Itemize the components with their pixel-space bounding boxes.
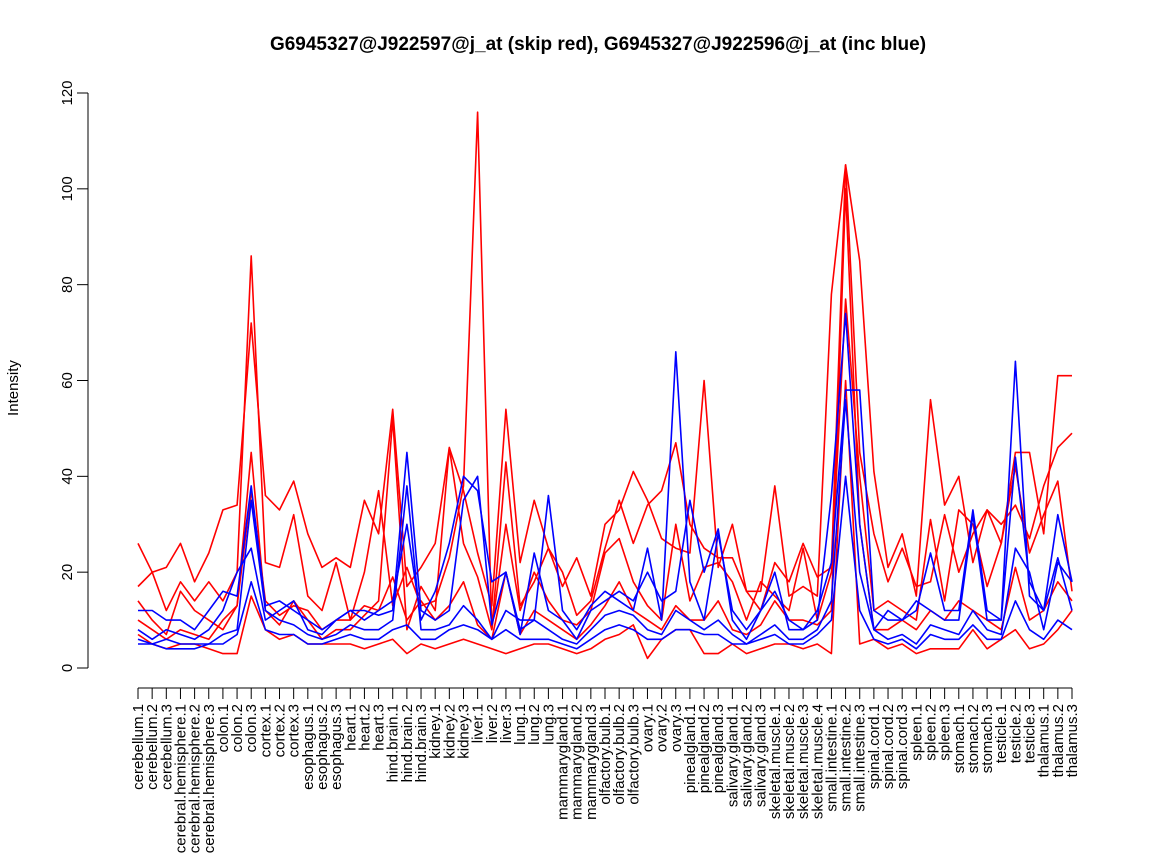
series-line-skip-4 — [137, 188, 1073, 641]
x-tick-label: spleen.2 — [922, 704, 939, 761]
series-line-skip-2 — [137, 111, 1073, 631]
x-tick-label: colon.2 — [229, 704, 246, 752]
x-tick-label: hind.brain.1 — [385, 704, 402, 782]
x-tick-label: lung.3 — [540, 704, 557, 745]
x-tick-label: kidney.3 — [455, 704, 472, 759]
x-tick-label: spinal.cord.1 — [866, 704, 883, 789]
x-tick-label: cerebellum.2 — [144, 704, 161, 790]
series-line-inc-8 — [137, 398, 1073, 645]
x-tick-label: olfactory.bulb.1 — [597, 704, 614, 805]
x-tick-label: skeletal.muscle.3 — [795, 704, 812, 819]
x-tick-label: lung.1 — [512, 704, 529, 745]
x-tick-label: esophagus.2 — [314, 704, 331, 790]
x-tick-label: ovary.3 — [668, 704, 685, 752]
series-line-inc-7 — [137, 389, 1073, 641]
x-tick-label: spleen.3 — [937, 704, 954, 761]
y-tick-label: 100 — [59, 176, 76, 201]
x-tick-label: spinal.cord.2 — [880, 704, 897, 789]
x-tick-label: liver.2 — [484, 704, 501, 743]
y-axis: 0 20 40 60 80 100 120 — [59, 80, 89, 672]
y-tick-label: 40 — [59, 468, 76, 485]
x-tick-label: cerebellum.3 — [158, 704, 175, 790]
x-tick-label: esophagus.3 — [328, 704, 345, 790]
x-tick-label: olfactory.bulb.3 — [625, 704, 642, 805]
x-tick-label: stomach.1 — [951, 704, 968, 773]
x-tick-label: liver.1 — [470, 704, 487, 743]
x-tick-label: hind.brain.3 — [413, 704, 430, 782]
x-tick-label: skeletal.muscle.1 — [767, 704, 784, 819]
x-tick-label: testicle.1 — [993, 704, 1010, 763]
x-axis: cerebellum.1cerebellum.2cerebellum.3cere… — [130, 687, 1081, 853]
x-tick-label: spleen.1 — [908, 704, 925, 761]
x-tick-label: lung.2 — [526, 704, 543, 745]
series-line-skip-1 — [137, 164, 1072, 612]
x-tick-label: small.intestine.3 — [852, 704, 869, 812]
x-tick-label: small.intestine.1 — [823, 704, 840, 812]
x-tick-label: olfactory.bulb.2 — [611, 704, 628, 805]
x-tick-label: testicle.2 — [1007, 704, 1024, 763]
x-tick-label: spinal.cord.3 — [894, 704, 911, 789]
x-tick-label: pinealgland.1 — [682, 704, 699, 793]
x-tick-label: salivary.gland.2 — [739, 704, 756, 807]
y-tick-label: 60 — [59, 372, 76, 389]
x-tick-label: cerebral.hemisphere.2 — [187, 704, 204, 853]
x-tick-label: thalamus.3 — [1064, 704, 1081, 777]
series-line-inc-6 — [138, 312, 1073, 631]
series-line-inc-9 — [138, 475, 1073, 650]
x-tick-label: small.intestine.2 — [838, 704, 855, 812]
x-tick-label: salivary.gland.3 — [753, 704, 770, 807]
x-tick-label: skeletal.muscle.2 — [781, 704, 798, 819]
y-tick-label: 20 — [59, 564, 76, 581]
x-tick-label: pinealgland.2 — [696, 704, 713, 793]
chart-title: G6945327@J922597@j_at (skip red), G69453… — [270, 34, 926, 55]
x-tick-label: cortex.1 — [257, 704, 274, 757]
x-tick-label: colon.1 — [215, 704, 232, 752]
x-tick-label: heart.2 — [356, 704, 373, 751]
series-lines — [137, 111, 1073, 660]
x-tick-label: testicle.3 — [1022, 704, 1039, 763]
x-tick-label: heart.3 — [371, 704, 388, 751]
x-tick-label: kidney.2 — [441, 704, 458, 759]
x-tick-label: ovary.2 — [654, 704, 671, 752]
x-tick-label: thalamus.1 — [1036, 704, 1053, 777]
x-tick-label: cortex.2 — [272, 704, 289, 757]
x-tick-label: ovary.1 — [639, 704, 656, 752]
x-tick-label: mammarygland.2 — [569, 704, 586, 820]
y-axis-label: Intensity — [5, 360, 22, 416]
series-line-skip-3 — [137, 298, 1073, 641]
x-tick-label: mammarygland.3 — [583, 704, 600, 820]
x-tick-label: kidney.1 — [427, 704, 444, 759]
x-tick-label: liver.3 — [498, 704, 515, 743]
series-line-skip-5 — [137, 379, 1073, 660]
x-tick-label: cerebral.hemisphere.1 — [172, 704, 189, 853]
x-tick-label: stomach.3 — [979, 704, 996, 773]
y-tick-label: 120 — [59, 80, 76, 105]
x-tick-label: esophagus.1 — [300, 704, 317, 790]
x-tick-label: heart.1 — [342, 704, 359, 751]
x-tick-label: thalamus.2 — [1050, 704, 1067, 777]
x-tick-label: cerebellum.1 — [130, 704, 147, 790]
y-tick-label: 80 — [59, 276, 76, 293]
y-tick-label: 0 — [59, 664, 76, 672]
x-tick-label: cortex.3 — [286, 704, 303, 757]
x-tick-label: mammarygland.1 — [555, 704, 572, 820]
x-tick-label: salivary.gland.1 — [724, 704, 741, 807]
x-tick-label: pinealgland.3 — [710, 704, 727, 793]
x-tick-label: colon.3 — [243, 704, 260, 752]
x-tick-label: hind.brain.2 — [399, 704, 416, 782]
x-tick-label: stomach.2 — [965, 704, 982, 773]
x-tick-label: cerebral.hemisphere.3 — [201, 704, 218, 853]
x-tick-label: skeletal.muscle.4 — [809, 704, 826, 819]
